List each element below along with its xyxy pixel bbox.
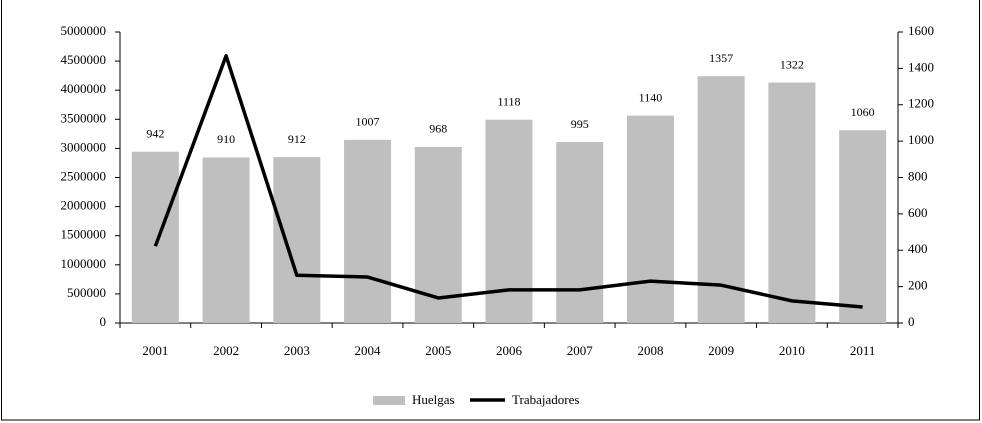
x-tick-label: 2003: [284, 343, 310, 358]
x-tick-label: 2010: [779, 343, 805, 358]
legend-label: Huelgas: [412, 392, 455, 407]
y-tick-label: 2500000: [61, 168, 107, 183]
data-label: 995: [571, 117, 589, 131]
y2-tick-label: 1400: [908, 59, 934, 74]
bar: [202, 157, 250, 323]
x-tick-label: 2007: [567, 343, 594, 358]
y-tick-label: 4500000: [61, 52, 107, 67]
data-label: 1322: [780, 57, 804, 71]
legend-label: Trabajadores: [512, 392, 579, 407]
y2-tick-label: 400: [908, 241, 928, 256]
x-tick-label: 2005: [425, 343, 451, 358]
x-tick-label: 2004: [355, 343, 382, 358]
bar: [556, 142, 604, 323]
x-tick-label: 2001: [142, 343, 168, 358]
data-label: 968: [429, 122, 447, 136]
x-tick-label: 2011: [850, 343, 876, 358]
bar: [768, 82, 816, 323]
y2-tick-label: 600: [908, 205, 928, 220]
bar: [273, 157, 321, 323]
data-label: 1140: [639, 90, 663, 104]
y2-tick-label: 1200: [908, 96, 934, 111]
y2-tick-label: 200: [908, 278, 928, 293]
y-tick-label: 2000000: [61, 198, 107, 213]
y2-tick-label: 800: [908, 168, 928, 183]
y-tick-label: 3500000: [61, 110, 107, 125]
data-label: 1007: [356, 115, 380, 129]
y-tick-label: 4000000: [61, 81, 107, 96]
legend-swatch: [373, 396, 405, 405]
y-tick-label: 1000000: [61, 256, 107, 271]
data-label: 1060: [851, 105, 875, 119]
bar: [839, 130, 887, 323]
data-label: 912: [288, 132, 306, 146]
y2-tick-label: 1000: [908, 132, 934, 147]
x-tick-label: 2002: [213, 343, 239, 358]
data-label: 942: [146, 126, 164, 140]
x-tick-label: 2006: [496, 343, 523, 358]
x-tick-label: 2009: [708, 343, 734, 358]
bar: [344, 139, 392, 323]
bar: [697, 76, 745, 324]
y-tick-label: 5000000: [61, 23, 107, 38]
y-tick-label: 3000000: [61, 139, 107, 154]
data-label: 910: [217, 132, 235, 146]
y2-tick-label: 0: [908, 314, 915, 329]
line: [153, 54, 863, 309]
bar: [131, 151, 179, 323]
y-tick-label: 0: [100, 314, 107, 329]
y-tick-label: 1500000: [61, 227, 107, 242]
data-label: 1357: [709, 51, 733, 65]
y-tick-label: 500000: [67, 285, 106, 300]
bar: [626, 115, 674, 323]
x-tick-label: 2008: [637, 343, 663, 358]
data-label: 1118: [497, 94, 520, 108]
y2-tick-label: 1600: [908, 23, 934, 38]
